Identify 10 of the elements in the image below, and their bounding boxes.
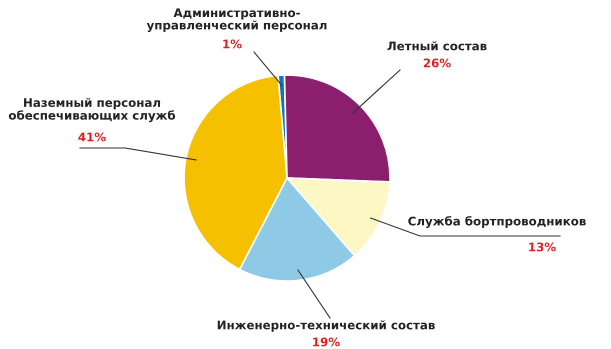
slice-label: Административно- управленческий персонал — [146, 8, 326, 32]
slice-label: Служба бортпроводников — [408, 216, 586, 228]
data-label: 13% — [529, 242, 556, 252]
slice-label: Инженерно-технический состав — [218, 320, 435, 332]
data-label: 41% — [78, 132, 106, 142]
data-label: 19% — [313, 337, 340, 346]
data-label: 26% — [424, 58, 451, 68]
slice-label: Летный состав — [387, 41, 487, 50]
data-label: 1% — [223, 39, 242, 48]
slice-label: Наземный персонал обеспечивающих служб — [8, 98, 176, 122]
